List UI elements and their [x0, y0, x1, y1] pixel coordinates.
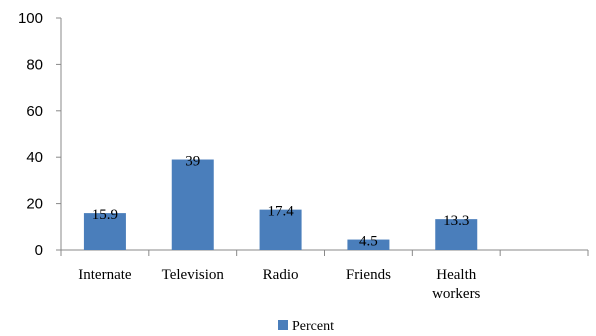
legend-swatch — [278, 320, 288, 330]
legend-label-percent: Percent — [292, 319, 334, 334]
y-tick-label: 40 — [26, 149, 43, 166]
bar-radio — [259, 209, 302, 250]
axes: 0 20 40 60 80 100 Internate Television Radio Frie… — [18, 10, 589, 302]
y-tick-label: 60 — [26, 103, 43, 120]
bars — [83, 159, 478, 250]
data-labels: 15.9 39 17.4 4.5 13.3 — [92, 154, 470, 250]
y-tick-label: 0 — [35, 242, 43, 259]
bar-internate — [83, 213, 126, 250]
x-tick-label: workers — [432, 286, 480, 302]
bar-friends — [347, 239, 390, 250]
data-label: 15.9 — [92, 207, 118, 223]
x-tick-label: Radio — [263, 267, 299, 283]
y-tick-label: 20 — [26, 196, 43, 213]
bar-health-workers — [435, 219, 478, 250]
x-tick-label: Health — [436, 267, 476, 283]
y-tick-label: 100 — [18, 10, 43, 27]
y-tick-label: 80 — [26, 56, 43, 73]
legend: Percent — [278, 319, 334, 334]
data-label: 4.5 — [359, 234, 378, 250]
data-label: 39 — [185, 154, 200, 170]
x-tick-label: Friends — [346, 267, 391, 283]
bar-television — [171, 159, 214, 250]
x-tick-label: Internate — [78, 267, 132, 283]
data-label: 13.3 — [443, 213, 469, 229]
data-label: 17.4 — [267, 204, 294, 220]
x-tick-label: Television — [162, 267, 225, 283]
